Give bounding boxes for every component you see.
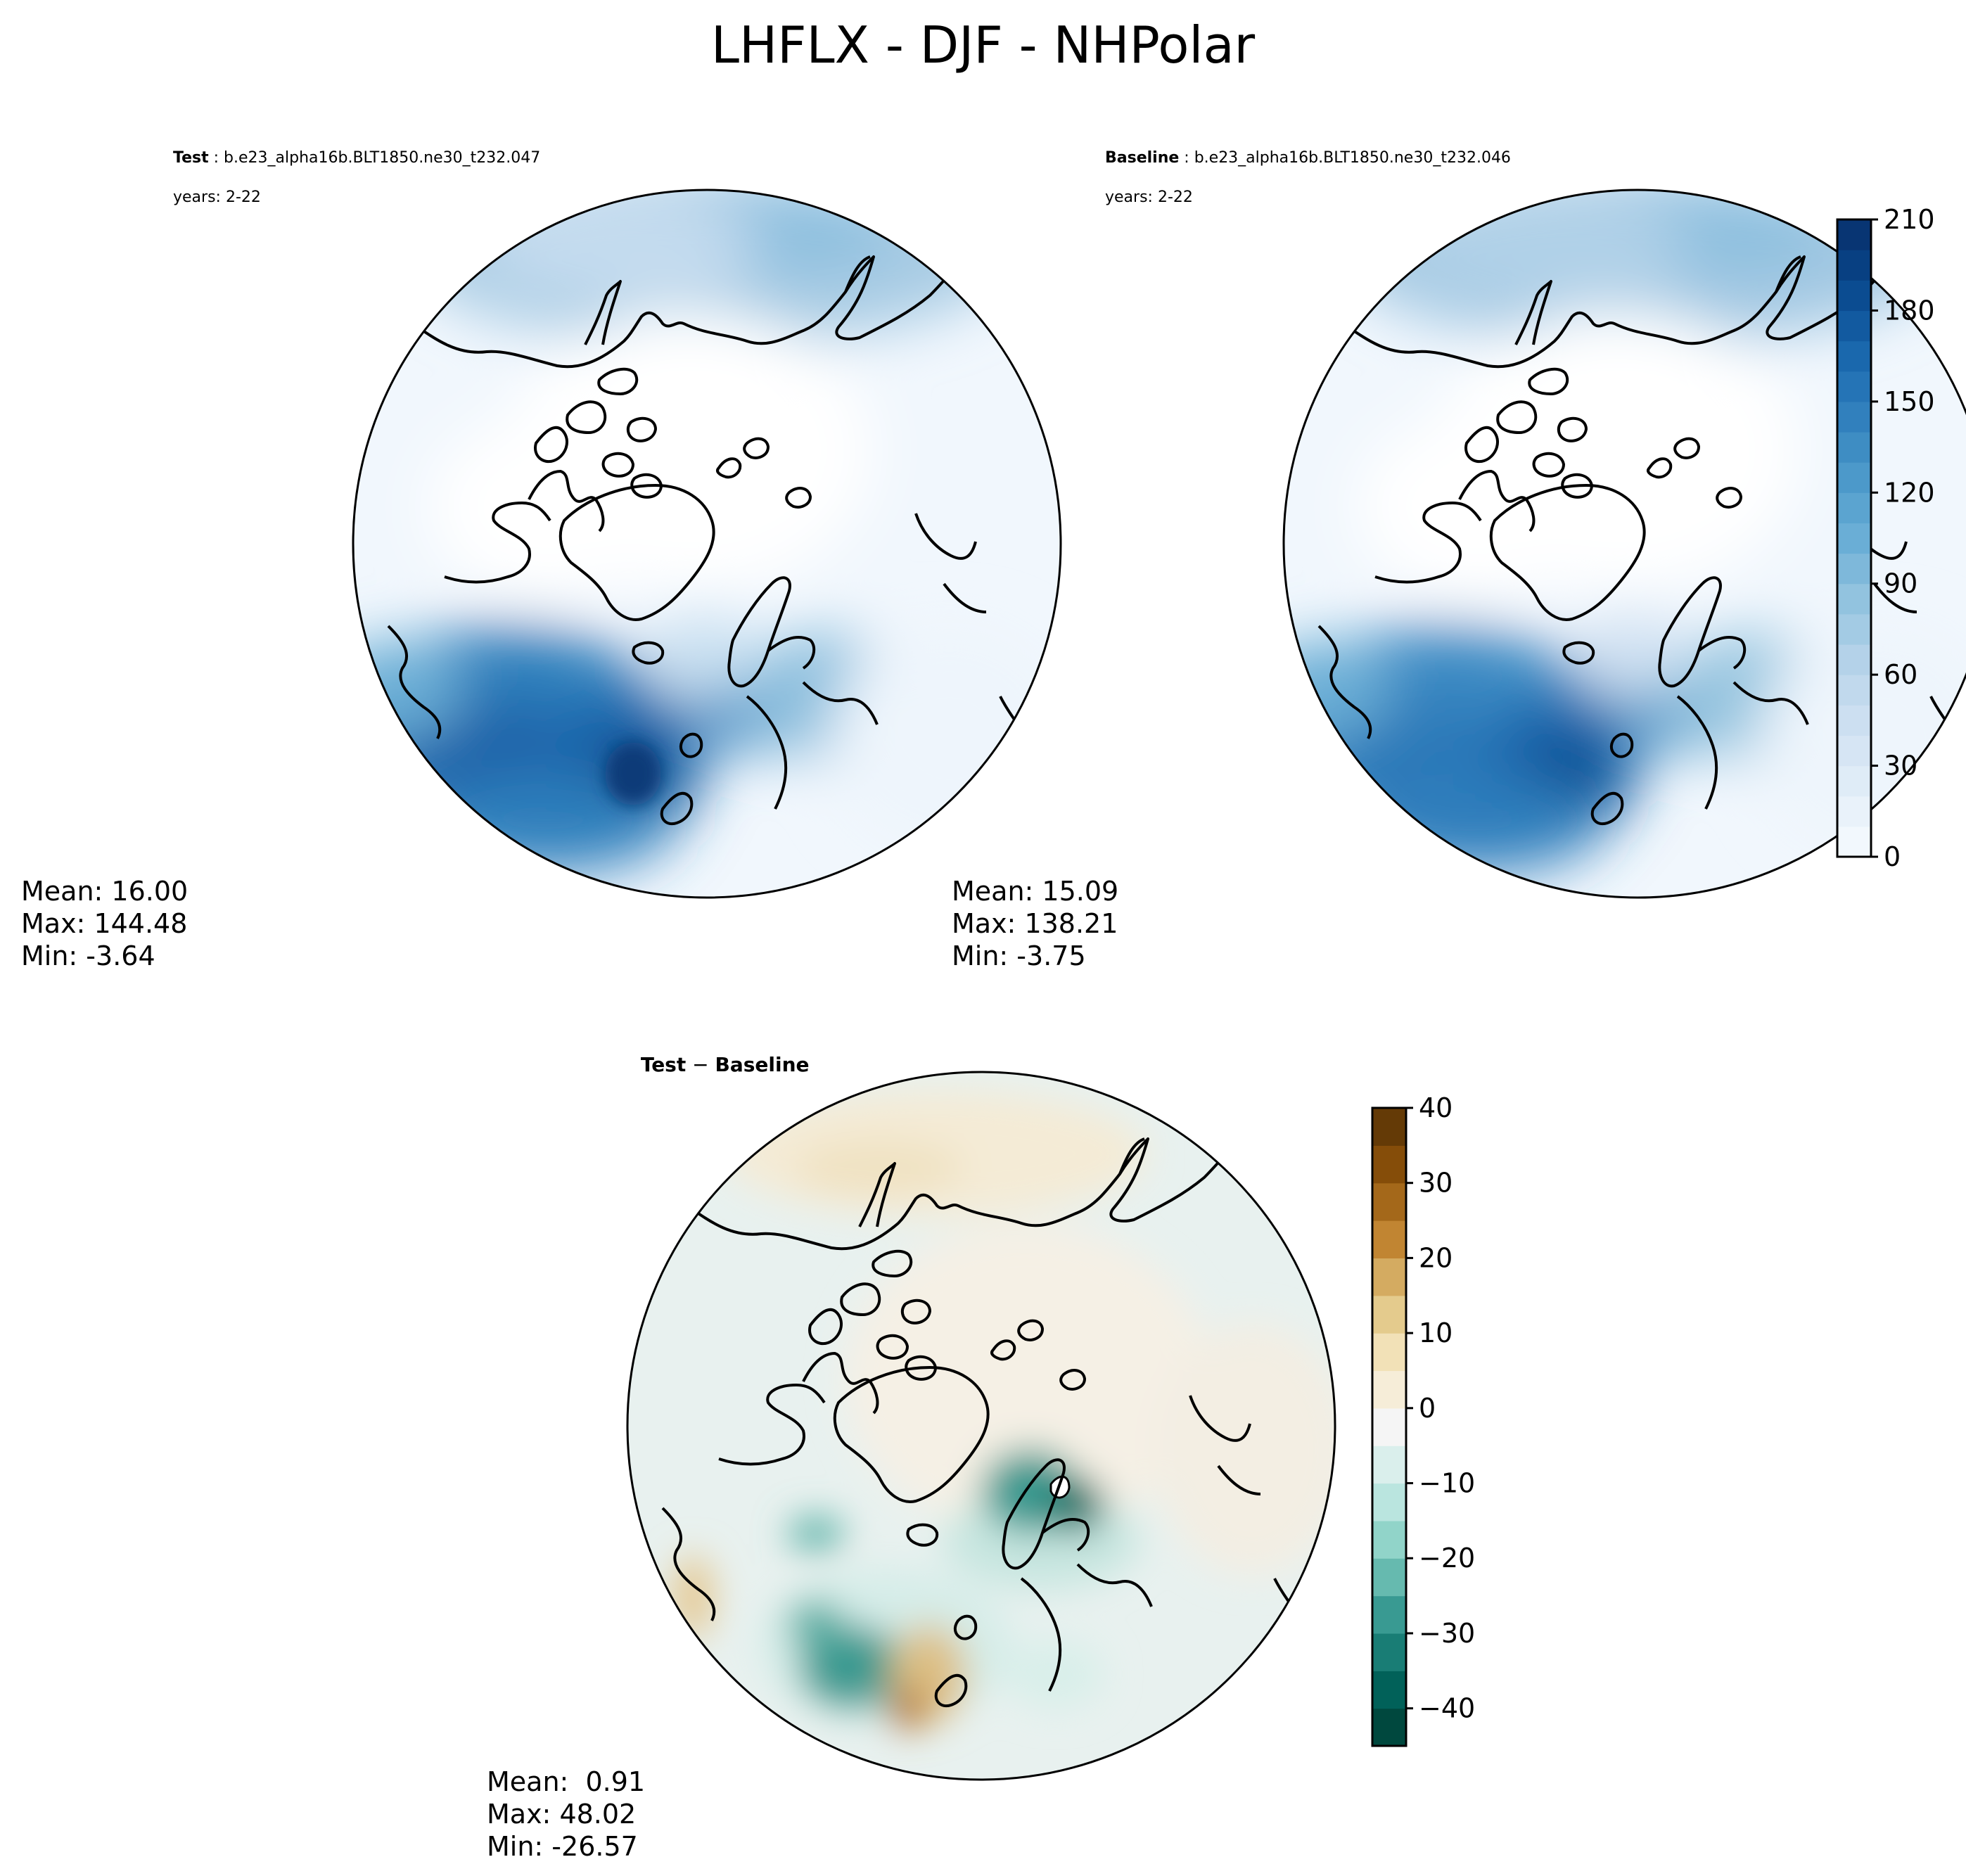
difference-colorbar-tick-label: −40 [1419,1693,1475,1724]
difference-min: Min: -26.57 [487,1831,638,1862]
main-colorbar: 0 30 60 90 120 150 180 210 [1836,204,1935,872]
difference-colorbar: 40 30 20 10 0 −10 −20 −30 −40 [1371,1092,1475,1747]
main-colorbar-segment [1837,826,1871,857]
difference-colorbar-tick-label: 30 [1419,1168,1453,1199]
figure-title: LHFLX - DJF - NHPolar [710,15,1256,75]
main-colorbar-segment [1837,371,1871,402]
difference-colorbar-tick-label: −20 [1419,1543,1475,1574]
diff-label-minus: − [686,1053,715,1076]
main-colorbar-segment [1837,644,1871,675]
main-colorbar-segment [1837,340,1871,372]
main-colorbar-segment [1837,280,1871,312]
difference-colorbar-segment [1372,1595,1406,1634]
main-colorbar-segment [1837,765,1871,797]
difference-stats: Mean: 0.91 Max: 48.02 Min: -26.57 [487,1766,645,1863]
baseline-mean: Mean: 15.09 [952,876,1119,907]
difference-colorbar-tick-label: 20 [1419,1242,1453,1273]
difference-colorbar-segment [1372,1483,1406,1521]
diff-label-test: Test [640,1053,687,1076]
difference-colorbar-segment [1372,1333,1406,1372]
main-colorbar-segment [1837,401,1871,433]
difference-colorbar-segment [1372,1258,1406,1296]
test-map [352,189,1062,899]
baseline-label: Baseline [1105,149,1180,167]
test-years: years: 2-22 [173,189,261,206]
main-colorbar-segment [1837,492,1871,524]
main-colorbar-segment [1837,432,1871,463]
difference-colorbar-segment [1372,1446,1406,1484]
main-colorbar-segment [1837,675,1871,706]
main-colorbar-segment [1837,310,1871,342]
difference-colorbar-segment [1372,1708,1406,1747]
difference-max: Max: 48.02 [487,1799,637,1830]
difference-colorbar-frame [1371,1106,1408,1747]
difference-colorbar-segment [1372,1520,1406,1559]
difference-colorbar-segment [1372,1671,1406,1709]
main-colorbar-segment [1837,583,1871,615]
difference-colorbar-tick-label: 40 [1419,1092,1453,1123]
difference-colorbar-segment [1372,1633,1406,1671]
main-colorbar-tick-label: 90 [1884,568,1917,599]
main-colorbar-tick-label: 30 [1884,751,1917,781]
difference-colorbar-segment [1372,1558,1406,1597]
main-colorbar-segment [1837,523,1871,554]
test-label: Test [173,149,209,167]
difference-colorbar-segment [1372,1182,1406,1221]
difference-colorbar-segment [1372,1370,1406,1409]
difference-colorbar-segment [1372,1108,1406,1146]
main-colorbar-segment [1837,705,1871,736]
baseline-case-name: : b.e23_alpha16b.BLT1850.ne30_t232.046 [1179,149,1511,167]
test-min: Min: -3.64 [21,940,155,971]
main-colorbar-segment [1837,613,1871,645]
test-stats: Mean: 16.00 Max: 144.48 Min: -3.64 [21,875,188,972]
baseline-map [1282,189,1966,899]
main-colorbar-tick-label: 210 [1884,204,1935,235]
baseline-max: Max: 138.21 [952,908,1118,939]
difference-colorbar-segment [1372,1295,1406,1334]
baseline-stats: Mean: 15.09 Max: 138.21 Min: -3.75 [952,875,1118,972]
test-panel-subtitle: Test : b.e23_alpha16b.BLT1850.ne30_t232.… [163,129,540,208]
difference-colorbar-tick-label: 10 [1419,1317,1453,1348]
main-colorbar-tick-label: 180 [1884,295,1935,326]
diff-label-baseline: Baseline [715,1053,810,1076]
main-colorbar-frame [1836,218,1872,858]
difference-colorbar-tick-label: 0 [1419,1393,1436,1424]
difference-panel-subtitle: Test − Baseline [628,1035,810,1075]
difference-colorbar-tick-label: −10 [1419,1468,1475,1499]
test-mean: Mean: 16.00 [21,876,189,907]
main-colorbar-segment [1837,219,1871,250]
main-colorbar-tick-label: 60 [1884,659,1917,690]
test-case-name: : b.e23_alpha16b.BLT1850.ne30_t232.047 [208,149,541,167]
difference-colorbar-segment [1372,1408,1406,1446]
baseline-panel-subtitle: Baseline : b.e23_alpha16b.BLT1850.ne30_t… [1095,129,1511,208]
baseline-min: Min: -3.75 [952,940,1086,971]
difference-colorbar-tick-label: −30 [1419,1618,1475,1649]
main-colorbar-segment [1837,553,1871,585]
main-colorbar-segment [1837,462,1871,493]
main-colorbar-segment [1837,250,1871,281]
main-colorbar-tick-label: 0 [1884,841,1901,872]
main-colorbar-segment [1837,735,1871,767]
baseline-years: years: 2-22 [1105,189,1193,206]
main-colorbar-tick-label: 120 [1884,477,1935,508]
difference-colorbar-segment [1372,1145,1406,1184]
main-colorbar-tick-label: 150 [1884,386,1935,417]
main-colorbar-segment [1837,796,1871,827]
difference-map [626,1071,1336,1781]
difference-mean: Mean: 0.91 [487,1766,646,1797]
test-max: Max: 144.48 [21,908,188,939]
difference-colorbar-segment [1372,1220,1406,1259]
